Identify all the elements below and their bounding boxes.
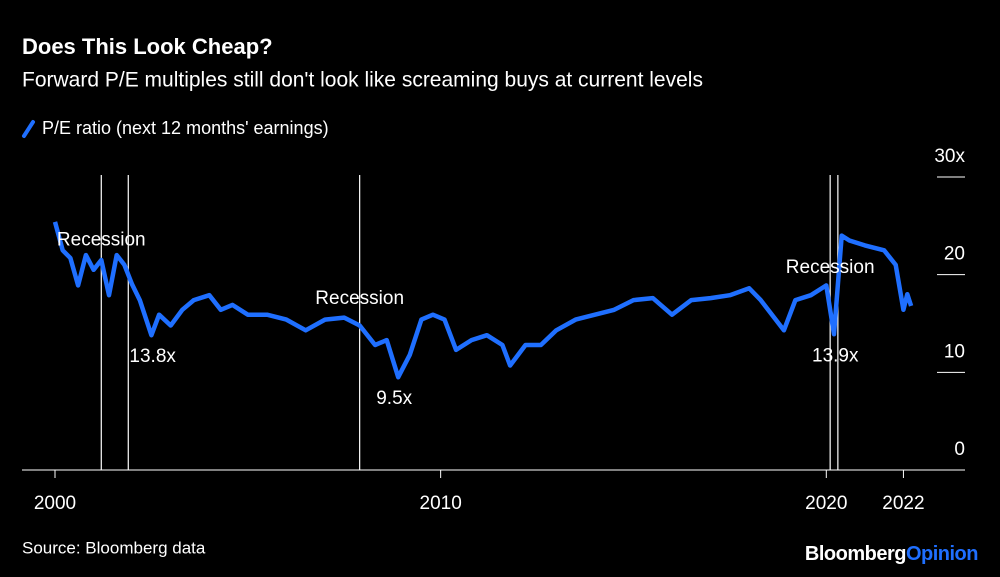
x-tick-label: 2020 xyxy=(805,493,847,514)
value-label: 13.9x xyxy=(812,345,859,366)
x-tick-label: 2010 xyxy=(420,493,462,514)
value-label: 13.8x xyxy=(129,346,176,367)
y-tick-label: 0 xyxy=(954,439,965,460)
legend-label: P/E ratio (next 12 months' earnings) xyxy=(42,118,329,138)
y-tick-label: 10 xyxy=(944,341,965,362)
brand-logo: BloombergOpinion xyxy=(805,543,978,565)
x-tick-label: 2022 xyxy=(882,493,924,514)
data-line xyxy=(52,221,914,380)
source: Source: Bloomberg data xyxy=(22,538,206,557)
chart-title: Does This Look Cheap? xyxy=(22,34,273,59)
y-tick-label: 30x xyxy=(934,146,965,167)
brand-suffix: Opinion xyxy=(906,543,978,565)
value-label: 9.5x xyxy=(376,388,412,409)
legend-swatch xyxy=(22,120,35,138)
recession-label: Recession xyxy=(57,229,146,250)
recession-label: Recession xyxy=(315,288,404,309)
chart-subtitle: Forward P/E multiples still don't look l… xyxy=(22,69,703,92)
y-tick-label: 20 xyxy=(944,244,965,265)
recession-label: Recession xyxy=(786,257,875,278)
brand-name: Bloomberg xyxy=(805,543,906,565)
x-tick-label: 2000 xyxy=(34,493,76,514)
